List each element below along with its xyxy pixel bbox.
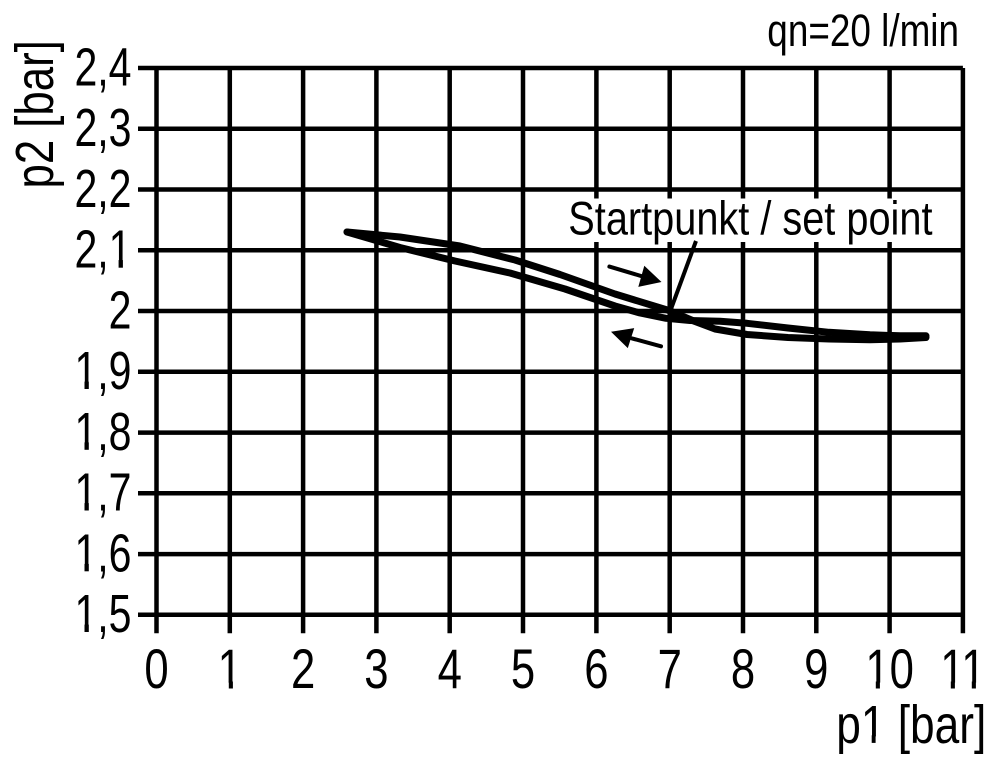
svg-text:0: 0 <box>144 638 168 700</box>
svg-text:1,7: 1,7 <box>74 463 131 523</box>
svg-text:2,4: 2,4 <box>74 38 131 98</box>
svg-text:1,6: 1,6 <box>74 524 131 584</box>
svg-text:3: 3 <box>364 638 388 700</box>
svg-text:2: 2 <box>109 281 132 341</box>
svg-text:8: 8 <box>731 638 755 700</box>
svg-text:2,3: 2,3 <box>74 99 131 159</box>
svg-text:10: 10 <box>865 638 914 700</box>
svg-text:5: 5 <box>511 638 535 700</box>
svg-text:p2 [bar]: p2 [bar] <box>6 40 65 188</box>
svg-text:1: 1 <box>218 638 242 700</box>
svg-text:1,9: 1,9 <box>74 342 131 402</box>
svg-text:Startpunkt / set point: Startpunkt / set point <box>568 193 932 245</box>
svg-text:11: 11 <box>940 638 985 700</box>
svg-text:9: 9 <box>804 638 828 700</box>
svg-text:2,1: 2,1 <box>74 220 131 280</box>
svg-text:2: 2 <box>291 638 315 700</box>
svg-text:2,2: 2,2 <box>74 160 131 220</box>
svg-text:1,5: 1,5 <box>74 585 131 645</box>
svg-text:6: 6 <box>584 638 608 700</box>
svg-text:4: 4 <box>438 638 462 700</box>
svg-text:p1 [bar]: p1 [bar] <box>836 695 986 755</box>
svg-text:qn=20 l/min: qn=20 l/min <box>767 6 959 56</box>
svg-text:1,8: 1,8 <box>74 403 131 463</box>
svg-text:7: 7 <box>658 638 682 700</box>
